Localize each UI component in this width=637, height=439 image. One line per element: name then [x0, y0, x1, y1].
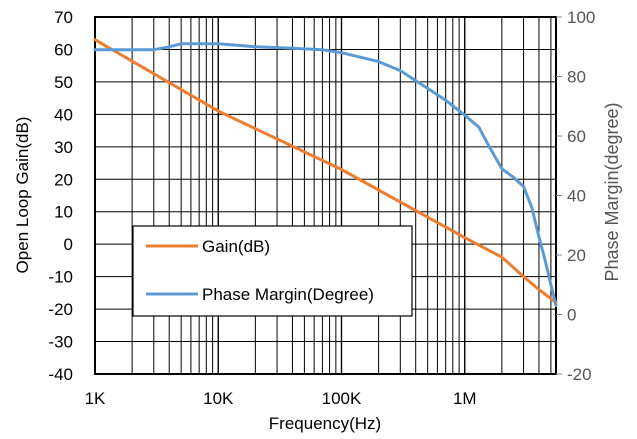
left-y-axis-label: Open Loop Gain(dB) [13, 117, 32, 274]
x-tick-label: 1M [453, 389, 477, 408]
left-y-tick-label: 20 [54, 170, 73, 189]
series-group [93, 38, 558, 308]
legend-label-gain: Gain(dB) [202, 237, 270, 256]
left-y-tick-label: -40 [48, 365, 73, 384]
x-axis-label: Frequency(Hz) [269, 414, 381, 433]
x-tick-label: 100K [322, 389, 362, 408]
left-y-tick-label: 0 [64, 235, 73, 254]
right-y-tick-label: 60 [567, 127, 586, 146]
phase-margin-series-line [93, 42, 558, 308]
right-y-tick-label: 0 [567, 306, 576, 325]
right-y-tick-label: 100 [567, 8, 595, 27]
left-y-tick-label: -30 [48, 333, 73, 352]
legend-box [132, 225, 413, 317]
x-tick-label: 10K [203, 389, 234, 408]
left-y-tick-label: 70 [54, 8, 73, 27]
legend-label-phase-margin: Phase Margin(Degree) [202, 285, 374, 304]
right-y-tick-label: 40 [567, 187, 586, 206]
plot-area-border [94, 16, 557, 375]
legend: Gain(dB) Phase Margin(Degree) [132, 225, 413, 317]
left-y-tick-label: -20 [48, 300, 73, 319]
right-y-tick-labels: -20 0 20 40 60 80 100 [556, 8, 595, 384]
right-y-tick-label: -20 [567, 365, 592, 384]
right-y-axis-label: Phase Margin(degree) [602, 102, 622, 281]
right-y-tick-label: 20 [567, 246, 586, 265]
left-y-tick-label: 50 [54, 73, 73, 92]
x-tick-label: 1K [85, 389, 106, 408]
left-y-tick-label: 30 [54, 138, 73, 157]
x-tick-labels: 1K 10K 100K 1M [85, 389, 477, 408]
grid [94, 16, 556, 375]
right-y-tick-label: 80 [567, 68, 586, 87]
gain-series-line [93, 38, 558, 305]
left-y-tick-labels: -40 -30 -20 -10 0 10 20 30 40 50 60 70 [48, 8, 73, 384]
left-y-tick-label: 10 [54, 203, 73, 222]
left-y-tick-label: 40 [54, 105, 73, 124]
left-y-tick-label: -10 [48, 268, 73, 287]
left-y-tick-label: 60 [54, 40, 73, 59]
